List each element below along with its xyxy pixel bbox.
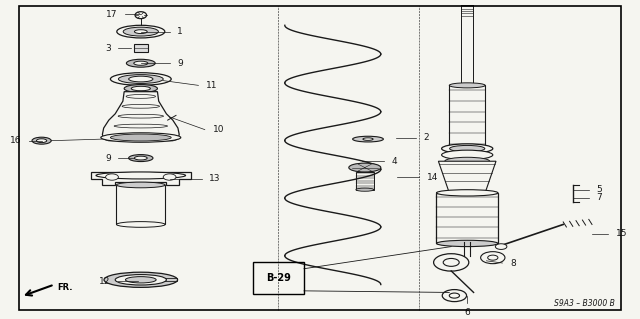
Ellipse shape bbox=[117, 25, 165, 38]
Bar bbox=[436, 193, 498, 243]
Circle shape bbox=[163, 174, 176, 180]
Text: 17: 17 bbox=[106, 10, 117, 19]
Bar bbox=[449, 85, 485, 149]
Ellipse shape bbox=[443, 258, 460, 266]
Ellipse shape bbox=[449, 146, 485, 151]
Ellipse shape bbox=[131, 86, 150, 91]
Ellipse shape bbox=[126, 94, 156, 98]
Text: 15: 15 bbox=[616, 229, 627, 238]
Text: 16: 16 bbox=[10, 136, 21, 145]
Ellipse shape bbox=[488, 255, 498, 260]
Ellipse shape bbox=[114, 124, 168, 128]
Ellipse shape bbox=[125, 277, 156, 283]
Text: 3: 3 bbox=[105, 44, 111, 53]
Ellipse shape bbox=[434, 254, 468, 271]
Ellipse shape bbox=[101, 133, 181, 142]
Text: 7: 7 bbox=[596, 193, 602, 202]
Text: 14: 14 bbox=[427, 173, 438, 182]
Ellipse shape bbox=[129, 76, 153, 82]
Text: 11: 11 bbox=[206, 81, 218, 90]
Bar bbox=[253, 263, 304, 294]
Ellipse shape bbox=[442, 150, 493, 160]
Ellipse shape bbox=[363, 138, 373, 140]
Ellipse shape bbox=[436, 240, 498, 247]
Text: FR.: FR. bbox=[58, 283, 73, 292]
Ellipse shape bbox=[124, 85, 157, 93]
Text: 5: 5 bbox=[596, 185, 602, 194]
Text: 9: 9 bbox=[177, 59, 183, 68]
Ellipse shape bbox=[353, 136, 383, 142]
Ellipse shape bbox=[356, 188, 374, 191]
Circle shape bbox=[106, 174, 118, 180]
Ellipse shape bbox=[481, 252, 505, 264]
Ellipse shape bbox=[134, 61, 148, 65]
Text: B-29: B-29 bbox=[266, 273, 291, 283]
Ellipse shape bbox=[495, 244, 507, 249]
Ellipse shape bbox=[104, 272, 178, 287]
Bar bbox=[134, 44, 148, 53]
Ellipse shape bbox=[127, 59, 156, 67]
Polygon shape bbox=[91, 172, 191, 185]
Text: 9: 9 bbox=[105, 153, 111, 163]
Ellipse shape bbox=[96, 172, 186, 179]
Ellipse shape bbox=[118, 75, 163, 84]
Ellipse shape bbox=[111, 73, 172, 85]
Ellipse shape bbox=[115, 275, 166, 285]
Ellipse shape bbox=[129, 155, 153, 161]
Ellipse shape bbox=[442, 144, 493, 153]
Ellipse shape bbox=[32, 137, 51, 144]
Text: 1: 1 bbox=[177, 27, 183, 36]
Ellipse shape bbox=[118, 114, 164, 118]
Ellipse shape bbox=[436, 190, 498, 196]
Polygon shape bbox=[438, 161, 496, 193]
Text: 12: 12 bbox=[99, 277, 111, 286]
Ellipse shape bbox=[449, 83, 485, 88]
Text: S9A3 – B3000 B: S9A3 – B3000 B bbox=[554, 299, 614, 308]
Ellipse shape bbox=[122, 104, 159, 108]
Ellipse shape bbox=[449, 293, 460, 298]
Text: 4: 4 bbox=[392, 157, 397, 166]
Ellipse shape bbox=[36, 139, 47, 143]
Bar bbox=[356, 172, 374, 190]
Ellipse shape bbox=[124, 27, 159, 36]
Ellipse shape bbox=[116, 222, 165, 227]
Ellipse shape bbox=[111, 134, 172, 141]
Text: 10: 10 bbox=[212, 125, 224, 134]
Ellipse shape bbox=[135, 12, 147, 19]
Ellipse shape bbox=[449, 145, 485, 152]
Ellipse shape bbox=[134, 156, 147, 160]
Ellipse shape bbox=[445, 157, 490, 165]
Text: 6: 6 bbox=[465, 308, 470, 317]
Bar bbox=[116, 185, 165, 225]
Polygon shape bbox=[102, 92, 179, 141]
Ellipse shape bbox=[442, 290, 467, 301]
Ellipse shape bbox=[116, 182, 165, 188]
Text: 8: 8 bbox=[510, 258, 516, 268]
Ellipse shape bbox=[110, 134, 172, 138]
Ellipse shape bbox=[134, 30, 147, 33]
Text: 2: 2 bbox=[424, 133, 429, 142]
Text: 13: 13 bbox=[209, 174, 221, 183]
Ellipse shape bbox=[349, 163, 381, 172]
